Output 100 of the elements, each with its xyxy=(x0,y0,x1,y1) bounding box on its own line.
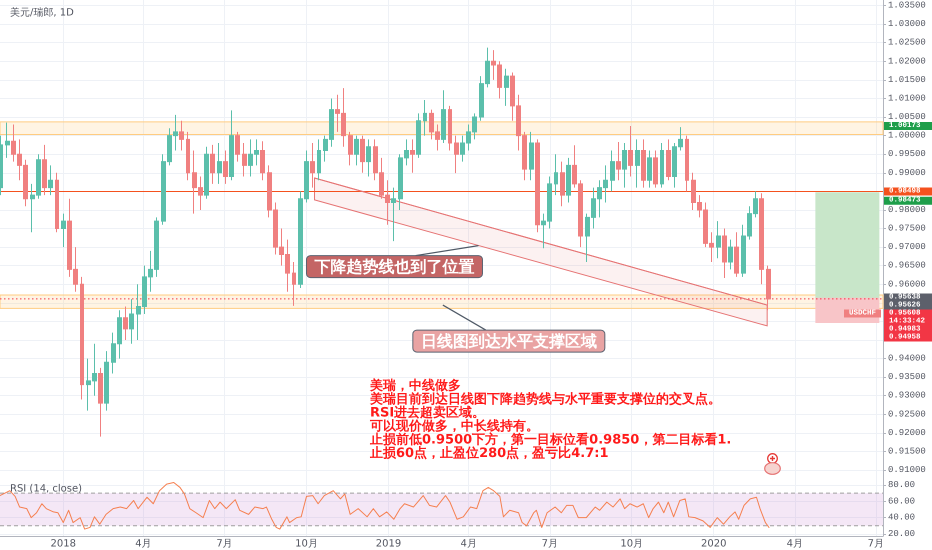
candlestick xyxy=(310,142,315,188)
y-tick-label: 0.92500 xyxy=(888,409,926,420)
y-tick-label: 1.00500 xyxy=(888,112,926,122)
annotation: 日线图到达水平支撑区域 xyxy=(420,332,597,351)
candlestick xyxy=(217,142,222,184)
candlestick xyxy=(554,154,558,196)
candlestick xyxy=(48,164,53,196)
x-tick-label: 4月 xyxy=(460,538,477,550)
candlestick xyxy=(728,239,733,270)
candlestick xyxy=(235,131,240,162)
candlestick xyxy=(759,192,764,285)
candlestick xyxy=(260,140,265,181)
candlestick xyxy=(242,142,247,178)
candlestick xyxy=(366,138,371,178)
text: 美元/瑞郎, 1D xyxy=(10,6,74,18)
y-tick-label: 1.03000 xyxy=(888,19,926,30)
candlestick xyxy=(317,138,321,181)
y-tick-label: 0.92000 xyxy=(888,428,926,438)
candlestick xyxy=(628,125,633,178)
y-tick-label: 80.00 xyxy=(888,480,916,490)
candlestick xyxy=(454,135,459,174)
candlestick xyxy=(55,172,59,233)
candlestick xyxy=(448,105,452,151)
y-tick-label: 1.01000 xyxy=(888,93,926,104)
candlestick xyxy=(441,90,446,144)
candlestick xyxy=(61,213,66,248)
candlestick xyxy=(504,68,509,106)
annotation: 止损前低0.9500下方，第一目标位看0.9850，第二目标看1. xyxy=(369,432,732,448)
candlestick xyxy=(535,138,540,233)
candlestick xyxy=(716,220,721,259)
candlestick xyxy=(666,138,671,181)
y-tick-label: 1.02500 xyxy=(888,38,926,48)
candlestick xyxy=(560,161,565,207)
candlestick xyxy=(766,265,771,311)
candlestick xyxy=(660,142,664,188)
candlestick xyxy=(647,150,652,188)
candlestick xyxy=(223,150,228,184)
candlestick xyxy=(734,232,739,278)
y-tick-label: 0.97500 xyxy=(888,224,926,234)
x-tick-label: 7月 xyxy=(542,538,558,550)
y-tick-label: 20.00 xyxy=(888,528,916,539)
annotation: RSI进去超卖区域。 xyxy=(370,406,486,420)
y-tick-label: 0.99000 xyxy=(888,168,926,178)
candlestick xyxy=(410,138,415,174)
candlestick xyxy=(566,157,571,204)
candlestick xyxy=(360,135,365,174)
y-tick-label: 0.99500 xyxy=(888,149,926,160)
y-tick-label: 1.02000 xyxy=(888,56,926,66)
candlestick xyxy=(210,144,215,184)
y-tick-label: 0.91000 xyxy=(888,465,926,476)
x-tick-label: 7月 xyxy=(868,538,884,550)
candlestick xyxy=(5,122,10,158)
candlestick xyxy=(292,261,296,306)
candlestick xyxy=(80,276,84,400)
candlestick xyxy=(641,138,646,188)
candlestick xyxy=(123,306,128,340)
candlestick xyxy=(229,110,234,181)
annotation: 止损60点，止盈位280点，盈亏比4.7:1 xyxy=(369,445,609,461)
candlestick xyxy=(622,142,627,188)
candlestick xyxy=(423,99,427,136)
y-tick-label: 0.93000 xyxy=(888,390,926,401)
candlestick xyxy=(348,131,353,166)
text: RSI (14, close) xyxy=(10,484,82,494)
y-tick-label: 40.00 xyxy=(888,512,916,523)
y-tick-label: 1.03500 xyxy=(888,0,926,11)
x-tick-label: 2019 xyxy=(376,538,402,550)
y-tick-label: 1.00000 xyxy=(888,130,926,141)
y-tick-label: 0.96500 xyxy=(888,260,926,271)
y-tick-label: 0.94000 xyxy=(888,354,926,364)
candlestick xyxy=(104,350,109,412)
candlestick xyxy=(416,112,421,158)
x-tick-label: 7月 xyxy=(216,538,233,550)
candlestick xyxy=(42,144,47,196)
candlestick xyxy=(98,367,103,438)
y-tick-label: 0.96000 xyxy=(888,279,926,290)
candlestick xyxy=(653,150,658,188)
y-tick-label: 0.91500 xyxy=(888,446,926,456)
y-tick-label: 60.00 xyxy=(888,496,916,506)
annotation: 下降趋势线也到了位置 xyxy=(313,257,474,276)
x-tick-label: 2020 xyxy=(700,538,726,550)
line-series xyxy=(0,482,770,530)
y-tick-label: 1.01500 xyxy=(888,74,926,85)
x-tick-label: 10月 xyxy=(295,538,318,550)
x-tick-label: 10月 xyxy=(620,538,644,550)
candlestick xyxy=(129,298,134,344)
x-tick-label: 4月 xyxy=(135,538,152,550)
candlestick xyxy=(685,135,689,192)
candlestick xyxy=(722,228,727,278)
candlestick xyxy=(610,150,615,192)
candlestick xyxy=(391,187,396,242)
y-tick-label: 0.93500 xyxy=(888,372,926,382)
candlestick xyxy=(529,131,534,181)
candlestick xyxy=(179,120,184,151)
candlestick xyxy=(204,146,209,200)
x-tick-label: 4月 xyxy=(786,538,803,550)
y-tick-label: 0.98000 xyxy=(888,204,926,215)
candlestick xyxy=(616,141,621,181)
annotation: 美瑞目前到达日线图下降趋势线与水平重要支撑位的交叉点。 xyxy=(369,391,721,407)
candlestick xyxy=(635,138,640,188)
y-tick-label: 0.97000 xyxy=(888,242,926,252)
